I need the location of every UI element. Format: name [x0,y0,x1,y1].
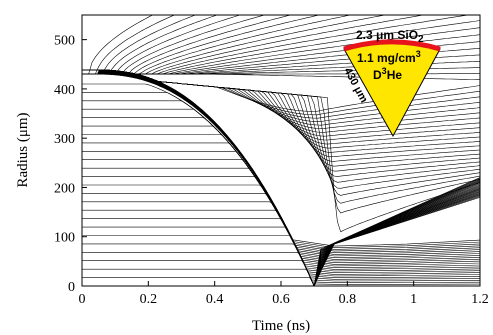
x-axis: 0 0.2 0.4 0.6 0.8 1 1.2 [79,281,489,307]
y-tick-label: 100 [54,231,75,246]
fuel-trajectory-line [82,108,480,252]
x-tick-label: 0.4 [206,292,224,307]
y-tick-label: 400 [54,83,75,98]
fuel-trajectory-line [82,176,480,265]
density-label: 1.1 mg/cm3 [357,49,421,65]
ablation-trajectory-line [82,69,480,189]
fuel-trajectory-line [82,83,480,247]
fuel-trajectory-line [82,142,480,259]
x-tick-label: 0 [79,292,86,307]
ablation-trajectory-line [82,15,352,75]
shell-trajectory-line [82,70,480,286]
ablation-trajectory-line [82,15,218,75]
ablation-trajectory-line [82,69,480,233]
x-tick-label: 0.2 [140,292,158,307]
y-tick-label: 200 [54,181,75,196]
ablation-trajectory-line [82,15,266,75]
ablation-trajectory-line [82,15,154,75]
ablation-trajectory-line [82,15,176,75]
fuel-trajectory-line [82,277,480,285]
y-tick-label: 0 [68,280,75,295]
shell-trajectory-line [82,69,480,286]
x-tick-label: 1.2 [471,292,489,307]
x-tick-label: 0.6 [272,292,290,307]
y-tick-label: 300 [54,132,75,147]
x-tick-label: 1 [410,292,417,307]
shell-trajectory-line [82,70,480,286]
ablation-trajectory-line [82,15,197,75]
fuel-label: D3He [373,66,402,82]
fuel-trajectory-line [82,268,480,284]
ablation-trajectory-line [82,15,321,75]
fuel-trajectory-line [82,252,480,280]
fuel-trajectory-line [82,134,480,257]
fuel-trajectory-line [82,243,480,279]
fuel-trajectory-line [82,209,480,272]
ablation-trajectory-line [82,15,387,75]
fuel-trajectory-line [82,235,480,277]
ablation-trajectory-line [82,15,241,75]
x-axis-label: Time (ns) [252,318,310,334]
trajectory-lines [82,15,480,286]
shell-arc [343,39,441,52]
shell-label: 2.3 μm SiO2 [356,28,424,45]
fuel-trajectory-line [82,218,480,274]
fuel-trajectory-line [82,260,480,282]
target-diagram: 2.3 μm SiO2 1.1 mg/cm3 D3He 430 μm [341,28,441,138]
y-axis-label: Radius (μm) [15,112,31,187]
shell-trajectory-line [82,70,480,286]
fuel-trajectory-line [82,226,480,275]
ablation-trajectory-line [82,69,480,214]
shell-trajectory-line [82,70,480,286]
y-tick-label: 500 [54,34,75,49]
x-tick-label: 0.8 [339,292,357,307]
y-axis: 0 100 200 300 400 500 [54,34,87,295]
shell-trajectory-line [82,69,480,286]
ablation-trajectory-line [82,15,292,75]
